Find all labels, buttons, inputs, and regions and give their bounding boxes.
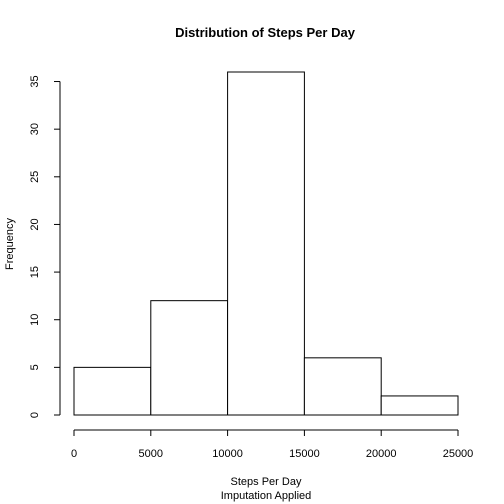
y-axis: 0 5 10 15 20 25 30 35	[29, 75, 61, 418]
y-tick-label-5: 25	[29, 171, 41, 183]
y-tick-label-2: 10	[29, 314, 41, 326]
y-tick-label-4: 20	[29, 218, 41, 230]
x-tick-label-1: 5000	[139, 448, 163, 460]
x-tick-label-5: 25000	[443, 448, 474, 460]
y-tick-label-0: 0	[29, 412, 41, 418]
bar-1	[150, 300, 229, 416]
x-axis-subtitle: Imputation Applied	[221, 490, 312, 502]
y-tick-label-6: 30	[29, 123, 41, 135]
x-tick-label-2: 10000	[212, 448, 243, 460]
x-axis-label: Steps Per Day	[231, 476, 302, 488]
x-axis: 0 5000 10000 15000 20000 25000	[71, 429, 474, 460]
x-tick-label-4: 20000	[366, 448, 397, 460]
y-tick-label-7: 35	[29, 75, 41, 87]
bars-group	[73, 71, 459, 416]
bar-3	[303, 357, 382, 416]
y-axis-label: Frequency	[4, 218, 16, 270]
y-tick-label-1: 5	[29, 364, 41, 370]
x-tick-label-3: 15000	[289, 448, 320, 460]
chart-title: Distribution of Steps Per Day	[175, 25, 356, 40]
bar-0	[73, 366, 152, 416]
bar-4	[380, 395, 459, 416]
bar-2	[227, 71, 305, 416]
x-tick-label-0: 0	[71, 448, 77, 460]
y-tick-label-3: 15	[29, 266, 41, 278]
